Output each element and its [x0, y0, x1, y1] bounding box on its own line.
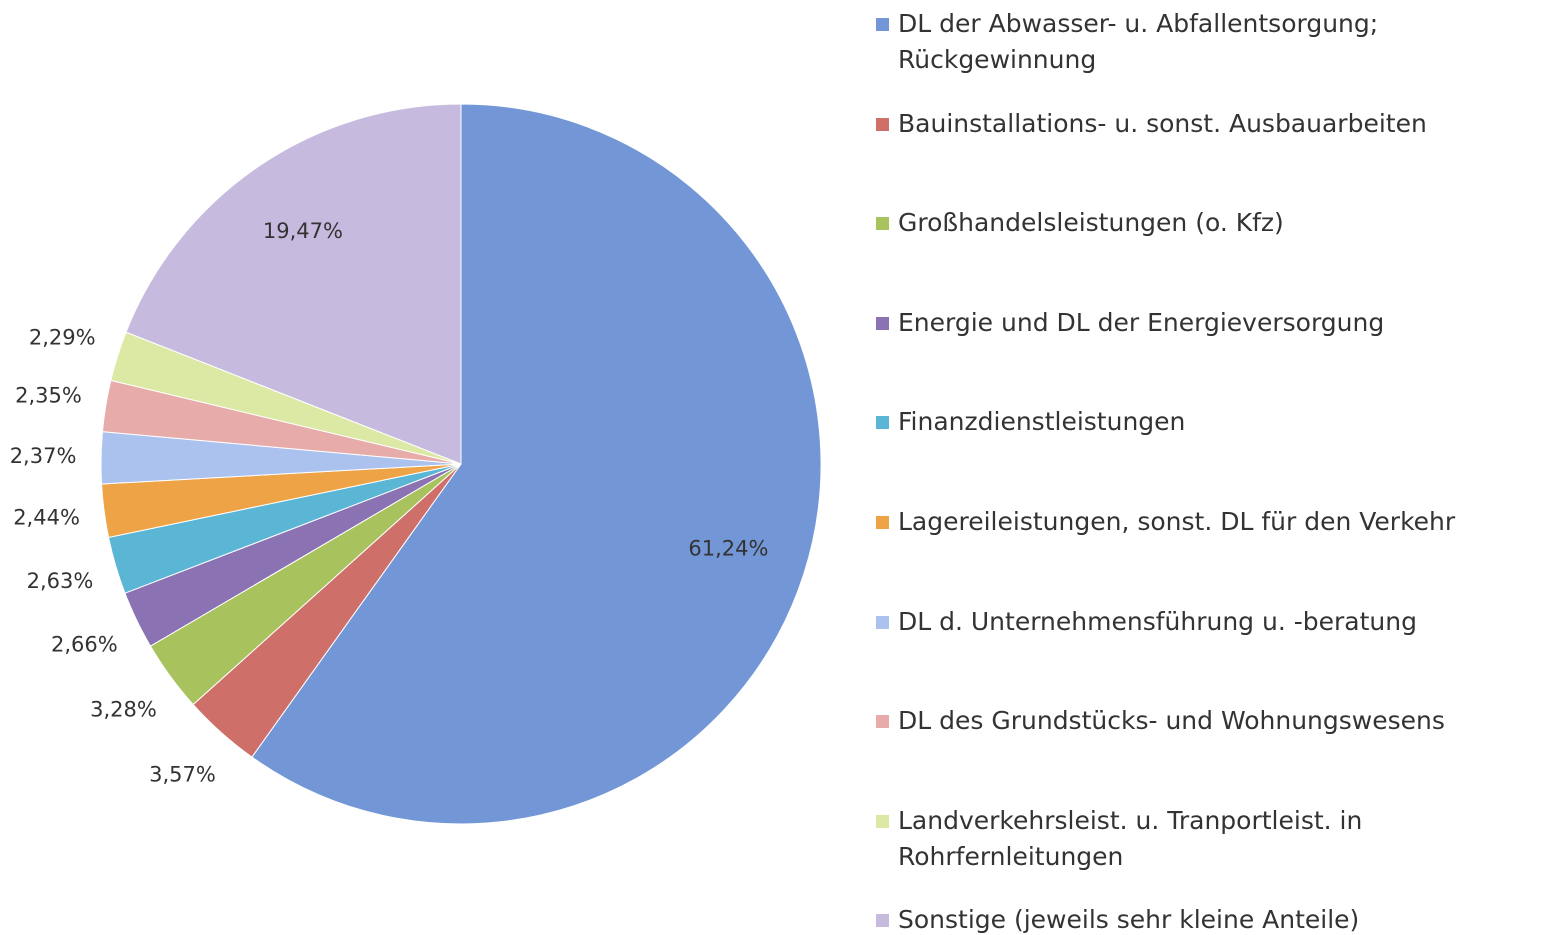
legend-label: Bauinstallations- u. sonst. Ausbauarbeit… [898, 108, 1427, 138]
legend-label: Lagereileistungen, sonst. DL für den Ver… [898, 507, 1456, 536]
legend-item: DL des Grundstücks- und Wohnungswesens [876, 703, 1551, 739]
legend-swatch [876, 715, 889, 729]
legend-item: Finanzdienstleistungen [876, 404, 1551, 440]
legend-swatch [876, 814, 889, 828]
legend-swatch [876, 516, 889, 529]
legend-item: Lagereileistungen, sonst. DL für den Ver… [876, 504, 1551, 540]
legend-swatch [876, 914, 889, 928]
pie-slice [251, 103, 822, 825]
data-label: 2,37% [10, 444, 77, 468]
data-label: 61,24% [688, 537, 768, 561]
legend-swatch [876, 18, 889, 31]
data-label: 2,44% [13, 505, 80, 529]
data-label: 3,28% [90, 698, 157, 722]
legend-item: Großhandelsleistungen (o. Kfz) [876, 205, 1551, 241]
legend-swatch [876, 416, 889, 430]
legend-label: Sonstige (jeweils sehr kleine Anteile) [898, 905, 1360, 935]
legend-item: DL der Abwasser- u. Abfallentsorgung; Rü… [876, 6, 1551, 78]
legend-label: DL der Abwasser- u. Abfallentsorgung; Rü… [898, 9, 1379, 74]
legend-swatch [876, 316, 889, 330]
data-label: 2,66% [51, 632, 118, 656]
legend-item: Energie und DL der Energieversorgung [876, 305, 1551, 341]
legend-label: Großhandelsleistungen (o. Kfz) [898, 208, 1284, 238]
legend-item: Bauinstallations- u. sonst. Ausbauarbeit… [876, 106, 1551, 142]
legend-item: DL d. Unternehmensführung u. -beratung [876, 604, 1551, 640]
data-label: 2,29% [29, 326, 96, 350]
legend-label: Landverkehrsleist. u. Tranportleist. in … [898, 805, 1363, 871]
legend-item: Landverkehrsleist. u. Tranportleist. in … [876, 803, 1551, 875]
legend-label: DL d. Unternehmensführung u. -beratung [898, 606, 1417, 636]
legend-swatch [876, 615, 889, 629]
data-label: 2,63% [27, 569, 94, 593]
pie-slice [125, 103, 462, 465]
legend-label: Finanzdienstleistungen [898, 407, 1186, 437]
legend-swatch [876, 217, 889, 231]
legend-label: Energie und DL der Energieversorgung [898, 307, 1385, 337]
data-label: 19,47% [263, 219, 343, 243]
data-label: 2,35% [15, 384, 82, 408]
legend-item: Sonstige (jeweils sehr kleine Anteile) [876, 902, 1551, 935]
legend-label: DL des Grundstücks- und Wohnungswesens [898, 706, 1445, 736]
legend-swatch [876, 117, 889, 131]
data-label: 3,57% [149, 763, 216, 787]
